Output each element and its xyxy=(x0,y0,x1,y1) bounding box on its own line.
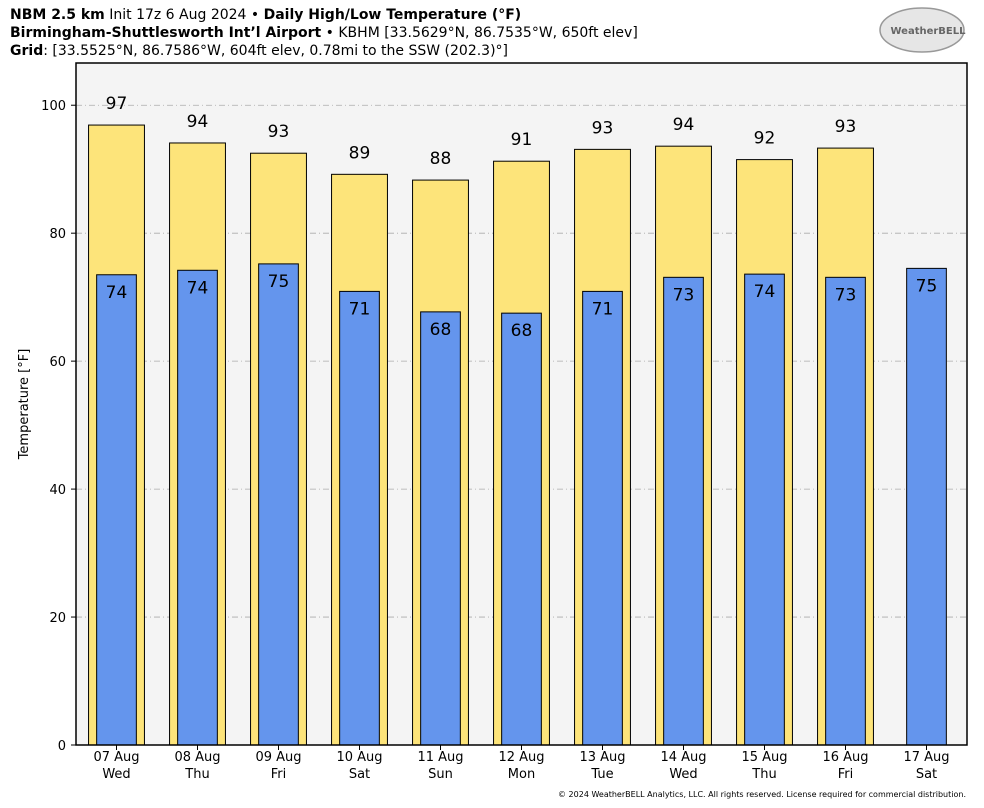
x-tick-label: 13 Aug xyxy=(579,750,625,765)
header-segment: Init 17z 6 Aug 2024 • xyxy=(105,7,264,23)
x-tick-label: 17 Aug xyxy=(903,750,949,765)
bar xyxy=(258,263,299,746)
y-tick-label: 40 xyxy=(49,483,66,498)
x-tick-sublabel: Wed xyxy=(102,767,130,782)
x-tick-sublabel: Sat xyxy=(349,767,370,782)
footer: © 2024 WeatherBELL Analytics, LLC. All r… xyxy=(558,790,966,799)
logo-text: WeatherBELL xyxy=(890,26,966,37)
x-tick-label: 10 Aug xyxy=(336,750,382,765)
value-label: 89 xyxy=(349,143,371,163)
header-line: Birmingham-Shuttlesworth Int’l Airport •… xyxy=(10,25,638,41)
bar xyxy=(177,269,218,746)
value-label: 74 xyxy=(106,283,128,303)
value-label: 75 xyxy=(916,276,938,296)
header-line: NBM 2.5 km Init 17z 6 Aug 2024 • Daily H… xyxy=(10,7,521,23)
x-tick-sublabel: Sun xyxy=(428,767,453,782)
x-tick-sublabel: Mon xyxy=(508,767,535,782)
x-tick-sublabel: Fri xyxy=(838,767,854,782)
value-label: 71 xyxy=(349,299,371,319)
y-axis-label: Temperature [°F] xyxy=(17,349,32,461)
header-line: Grid: [33.5525°N, 86.7586°W, 604ft elev,… xyxy=(10,43,508,59)
value-label: 68 xyxy=(511,321,533,341)
x-tick-label: 12 Aug xyxy=(498,750,544,765)
header: NBM 2.5 km Init 17z 6 Aug 2024 • Daily H… xyxy=(10,7,638,59)
value-label: 93 xyxy=(592,118,614,138)
bar xyxy=(906,267,947,746)
y-tick-label: 80 xyxy=(49,227,66,242)
y-tick-label: 0 xyxy=(58,739,66,754)
x-tick-label: 15 Aug xyxy=(741,750,787,765)
x-tick-sublabel: Wed xyxy=(669,767,697,782)
header-segment: NBM 2.5 km xyxy=(10,7,105,23)
plot: 97 94 93 89 88 91 93 94 92 93 74 74 75 71 68 68 71 73 74 73… xyxy=(76,94,967,746)
value-label: 88 xyxy=(430,149,452,169)
x-tick-sublabel: Thu xyxy=(184,767,209,782)
x-tick-label: 08 Aug xyxy=(174,750,220,765)
logo-badge xyxy=(879,7,965,53)
value-label: 74 xyxy=(187,278,209,298)
x-tick-label: 09 Aug xyxy=(255,750,301,765)
header-segment: : [33.5525°N, 86.7586°W, 604ft elev, 0.7… xyxy=(43,43,508,59)
value-label: 71 xyxy=(592,299,614,319)
value-label: 73 xyxy=(835,285,857,305)
logo: WeatherBELL xyxy=(879,7,966,53)
value-label: 97 xyxy=(106,94,128,114)
x-tick-label: 11 Aug xyxy=(417,750,463,765)
y-tick-label: 20 xyxy=(49,611,66,626)
x-tick-label: 07 Aug xyxy=(93,750,139,765)
x-tick-sublabel: Tue xyxy=(590,767,613,782)
x-tick-sublabel: Fri xyxy=(271,767,287,782)
bar xyxy=(582,290,623,746)
value-label: 73 xyxy=(673,285,695,305)
y-tick-label: 60 xyxy=(49,355,66,370)
value-label: 94 xyxy=(187,112,209,132)
value-label: 92 xyxy=(754,129,776,149)
header-segment: Daily High/Low Temperature (°F) xyxy=(264,7,522,23)
value-label: 93 xyxy=(268,122,290,142)
header-segment: • KBHM [33.5629°N, 86.7535°W, 650ft elev… xyxy=(321,25,638,41)
value-label: 94 xyxy=(673,115,695,135)
y-tick-label: 100 xyxy=(41,99,66,114)
value-label: 93 xyxy=(835,117,857,137)
value-label: 74 xyxy=(754,282,776,302)
header-segment: Grid xyxy=(10,43,43,59)
x-tick-label: 14 Aug xyxy=(660,750,706,765)
bar xyxy=(825,276,866,746)
header-segment: Birmingham-Shuttlesworth Int’l Airport xyxy=(10,25,322,41)
x-tick-label: 16 Aug xyxy=(822,750,868,765)
value-label: 75 xyxy=(268,272,290,292)
bar xyxy=(663,276,704,746)
bar xyxy=(420,311,461,746)
x-tick-sublabel: Thu xyxy=(751,767,776,782)
bar xyxy=(744,273,785,746)
x-tick-sublabel: Sat xyxy=(916,767,937,782)
bar xyxy=(339,290,380,746)
value-label: 68 xyxy=(430,320,452,340)
bar xyxy=(501,312,542,746)
value-label: 91 xyxy=(511,130,533,150)
bar xyxy=(96,274,137,746)
